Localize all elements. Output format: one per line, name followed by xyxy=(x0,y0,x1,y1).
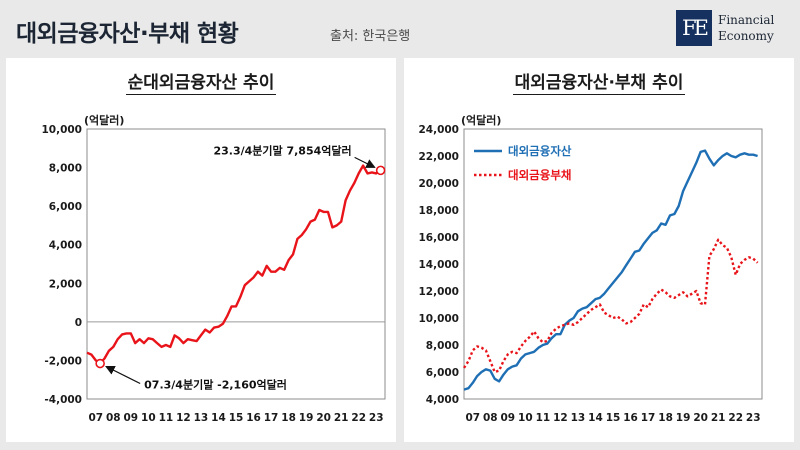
financial-economy-logo: FE Financial Economy xyxy=(676,10,788,50)
y-tick-label: -4,000 xyxy=(44,394,82,406)
chart-title-text: 대외금융자산·부채 추이 xyxy=(512,73,686,95)
annotation-arrow xyxy=(354,156,376,168)
x-tick-label: 20 xyxy=(316,412,331,424)
y-tick-label: 8,000 xyxy=(49,163,82,175)
logo-text-financial: Financial xyxy=(718,13,775,27)
x-tick-label: 23 xyxy=(746,412,761,424)
net-foreign-assets-chart: -4,000 -2,000 0 2,000 4,000 6,000 8,000 10,000 0… xyxy=(41,113,386,424)
y-tick-label: 4,000 xyxy=(49,240,82,252)
y-tick-label: 22,000 xyxy=(418,151,459,163)
x-tick-label: 10 xyxy=(518,412,533,424)
x-tick-label: 15 xyxy=(606,412,621,424)
chart-title-text: 순대외금융자산 추이 xyxy=(125,73,277,95)
plot-frame xyxy=(86,128,386,400)
y-tick-label: 4,000 xyxy=(426,394,459,406)
assets-liabilities-chart: 4,000 6,000 8,000 10,000 12,000 14,000 16,000 1… xyxy=(418,113,763,424)
x-tick-label: 17 xyxy=(641,412,656,424)
x-tick-label: 13 xyxy=(571,412,586,424)
legend-label: 대외금융부채 xyxy=(508,168,571,182)
plot-frame xyxy=(463,128,763,400)
series-line-0 xyxy=(463,149,758,391)
y-tick-label: 10,000 xyxy=(418,313,459,325)
x-tick-label: 08 xyxy=(483,412,498,424)
annotation-label: 07.3/4분기말 -2,160억달러 xyxy=(144,378,287,392)
x-tick-label: 09 xyxy=(124,412,139,424)
net-assets-chart-panel: -4,000 -2,000 0 2,000 4,000 6,000 8,000 10,000 0… xyxy=(6,58,396,442)
x-tick-label: 16 xyxy=(623,412,638,424)
x-tick-label: 09 xyxy=(501,412,516,424)
x-tick-label: 19 xyxy=(299,412,314,424)
y-tick-label: 0 xyxy=(75,317,82,329)
y-tick-label: 8,000 xyxy=(426,340,459,352)
annotation-arrow xyxy=(105,365,141,385)
y-axis-label: (억달러) xyxy=(461,113,501,127)
y-tick-label: 24,000 xyxy=(418,124,459,136)
y-tick-label: 12,000 xyxy=(418,286,459,298)
legend-label: 대외금융자산 xyxy=(508,144,572,158)
x-tick-label: 11 xyxy=(536,412,551,424)
x-tick-label: 18 xyxy=(658,412,673,424)
annotation-label: 23.3/4분기말 7,854억달러 xyxy=(213,143,351,157)
x-tick-label: 14 xyxy=(588,412,603,424)
y-tick-label: 20,000 xyxy=(418,178,459,190)
x-tick-label: 11 xyxy=(159,412,174,424)
x-tick-label: 16 xyxy=(246,412,261,424)
source-note: 출처: 한국은행 xyxy=(330,29,411,44)
x-tick-label: 12 xyxy=(553,412,568,424)
x-tick-label: 17 xyxy=(264,412,279,424)
x-tick-label: 15 xyxy=(229,412,244,424)
y-tick-label: 6,000 xyxy=(49,201,82,213)
x-tick-label: 07 xyxy=(88,412,103,424)
chart-title: 순대외금융자산 추이 xyxy=(6,68,396,95)
x-tick-label: 10 xyxy=(141,412,156,424)
y-tick-label: 14,000 xyxy=(418,259,459,271)
x-tick-label: 18 xyxy=(281,412,296,424)
x-tick-label: 21 xyxy=(711,412,726,424)
y-tick-label: -2,000 xyxy=(44,355,82,367)
series-line-1 xyxy=(462,238,759,374)
max-point-marker xyxy=(375,165,386,176)
y-tick-label: 2,000 xyxy=(49,278,82,290)
x-tick-label: 22 xyxy=(728,412,743,424)
x-tick-label: 08 xyxy=(106,412,121,424)
y-tick-label: 18,000 xyxy=(418,205,459,217)
x-tick-label: 21 xyxy=(334,412,349,424)
x-tick-label: 12 xyxy=(176,412,191,424)
x-tick-label: 13 xyxy=(194,412,209,424)
assets-liabilities-chart-panel: 4,000 6,000 8,000 10,000 12,000 14,000 16,000 1… xyxy=(404,58,794,442)
x-tick-label: 22 xyxy=(351,412,366,424)
fe-logo-mark: FE xyxy=(676,10,712,46)
x-tick-label: 20 xyxy=(693,412,708,424)
min-point-marker xyxy=(95,358,105,369)
x-tick-label: 07 xyxy=(465,412,480,424)
x-tick-label: 23 xyxy=(369,412,384,424)
logo-text-economy: Economy xyxy=(718,29,774,43)
y-axis-label: (억달러) xyxy=(84,113,124,127)
y-tick-label: 16,000 xyxy=(418,232,459,244)
page-title: 대외금융자산·부채 현황 xyxy=(16,21,239,47)
x-tick-label: 14 xyxy=(211,412,226,424)
x-tick-label: 19 xyxy=(676,412,691,424)
y-tick-label: 10,000 xyxy=(41,124,82,136)
series-line-0 xyxy=(86,164,382,365)
chart-title: 대외금융자산·부채 추이 xyxy=(404,68,794,95)
y-tick-label: 6,000 xyxy=(426,367,459,379)
